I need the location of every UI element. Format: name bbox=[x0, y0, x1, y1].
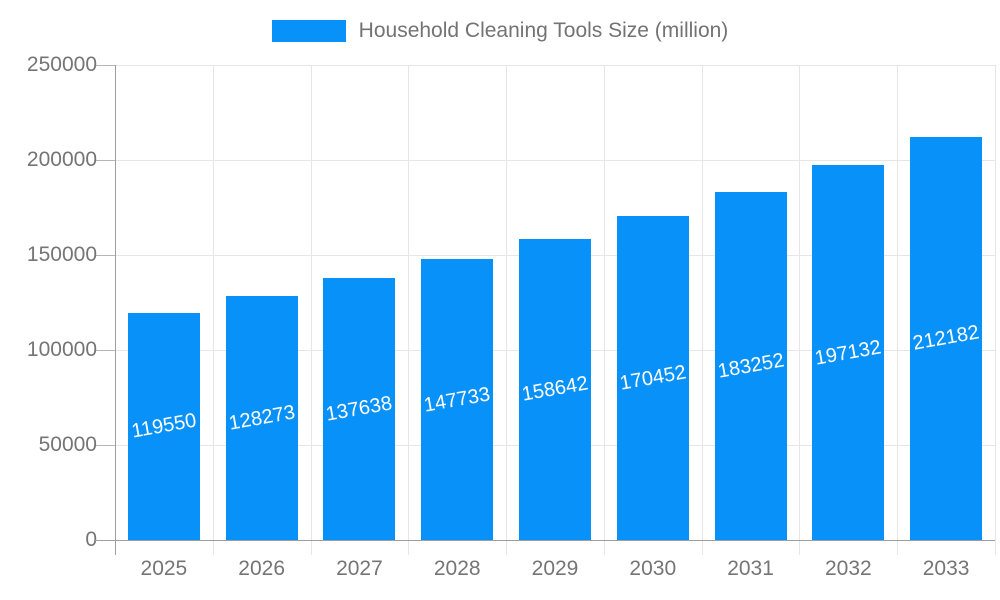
gridline-vertical bbox=[995, 65, 996, 555]
x-tick-label: 2027 bbox=[336, 557, 383, 580]
y-tick-label: 200000 bbox=[26, 148, 97, 171]
gridline-vertical bbox=[212, 65, 214, 555]
bar[interactable] bbox=[323, 278, 396, 540]
bar[interactable] bbox=[225, 296, 298, 540]
gridline-vertical bbox=[701, 65, 703, 555]
gridline-vertical bbox=[603, 65, 605, 555]
x-tick-label: 2028 bbox=[433, 557, 481, 580]
y-tick-label: 0 bbox=[85, 528, 97, 551]
y-tick-label: 250000 bbox=[26, 53, 97, 76]
gridline-horizontal bbox=[115, 65, 995, 66]
x-tick-label: 2030 bbox=[629, 557, 677, 580]
y-axis-line bbox=[115, 65, 116, 555]
bar[interactable] bbox=[616, 216, 689, 540]
x-axis-line bbox=[95, 540, 995, 541]
legend[interactable]: Household Cleaning Tools Size (million) bbox=[0, 16, 1000, 46]
y-axis-tick bbox=[95, 160, 115, 161]
y-tick-label: 150000 bbox=[26, 243, 97, 266]
legend-label: Household Cleaning Tools Size (million) bbox=[358, 19, 729, 42]
y-tick-label: 50000 bbox=[38, 433, 97, 456]
bar[interactable] bbox=[714, 191, 787, 540]
x-tick-label: 2029 bbox=[531, 557, 579, 580]
y-axis-tick bbox=[95, 255, 115, 256]
gridline-horizontal bbox=[115, 160, 995, 161]
gridline-vertical bbox=[310, 65, 312, 555]
y-axis-tick bbox=[95, 445, 115, 446]
gridline-vertical bbox=[408, 65, 410, 555]
bar[interactable] bbox=[910, 136, 983, 540]
y-axis-tick bbox=[95, 65, 115, 66]
y-axis-tick bbox=[95, 350, 115, 351]
bar[interactable] bbox=[812, 165, 885, 540]
gridline-vertical bbox=[799, 65, 801, 555]
x-tick-label: 2026 bbox=[238, 557, 286, 580]
x-tick-label: 2033 bbox=[922, 557, 970, 580]
gridline-vertical bbox=[506, 65, 508, 555]
legend-swatch bbox=[271, 20, 346, 42]
bar[interactable] bbox=[421, 259, 494, 540]
x-tick-label: 2025 bbox=[140, 557, 188, 580]
x-tick-label: 2032 bbox=[824, 557, 872, 580]
y-tick-label: 100000 bbox=[26, 338, 97, 361]
gridline-vertical bbox=[897, 65, 899, 555]
bar[interactable] bbox=[519, 238, 591, 540]
bar[interactable] bbox=[127, 312, 200, 540]
x-tick-label: 2031 bbox=[727, 557, 774, 580]
